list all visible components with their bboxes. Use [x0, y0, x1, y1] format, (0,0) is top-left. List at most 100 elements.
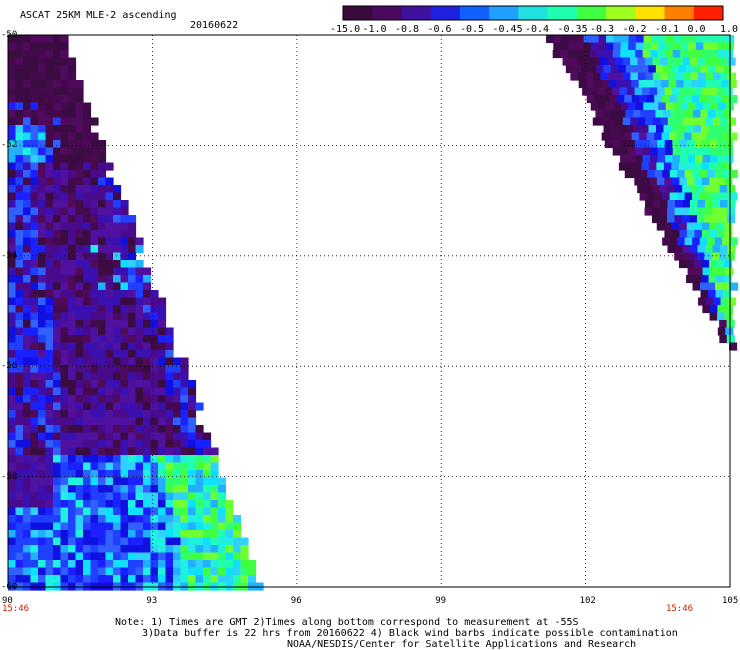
- swath-cell: [8, 365, 17, 374]
- swath-cell: [712, 207, 721, 216]
- swath-cell: [45, 215, 54, 224]
- swath-cell: [38, 140, 47, 149]
- swath-cell: [45, 125, 54, 134]
- swath-cell: [30, 507, 39, 516]
- swath-cell: [98, 425, 107, 434]
- swath-cell: [75, 162, 84, 171]
- swath-cell: [120, 297, 129, 306]
- swath-cell: [83, 155, 92, 164]
- swath-cell: [98, 267, 107, 276]
- swath-cell: [727, 245, 736, 254]
- swath-cell: [601, 95, 610, 104]
- swath-cell: [60, 140, 69, 149]
- swath-cell: [98, 245, 107, 254]
- swath-cell: [667, 200, 676, 209]
- swath-cell: [143, 387, 152, 396]
- swath-cell: [708, 125, 717, 134]
- swath-cell: [45, 342, 54, 351]
- swath-cell: [68, 207, 77, 216]
- swath-cell: [719, 200, 729, 209]
- swath-cell: [158, 492, 167, 501]
- swath-cell: [150, 575, 159, 584]
- swath-cell: [143, 440, 152, 449]
- swath-cell: [233, 552, 242, 561]
- swath-cell: [693, 65, 702, 74]
- swath-cell: [53, 170, 62, 179]
- swath-cell: [553, 35, 562, 44]
- swath-cell: [98, 380, 107, 389]
- swath-cell: [113, 522, 122, 531]
- swath-cell: [203, 552, 212, 561]
- swath-cell: [158, 410, 167, 419]
- swath-cell: [128, 260, 137, 269]
- swath-cell: [60, 432, 69, 441]
- swath-cell: [83, 545, 92, 554]
- swath-cell: [628, 35, 637, 44]
- swath-cell: [679, 177, 688, 186]
- swath-cell: [105, 387, 114, 396]
- swath-cell: [702, 267, 711, 276]
- swath-cell: [716, 222, 725, 231]
- swath-cell: [68, 432, 77, 441]
- swath-cell: [23, 297, 32, 306]
- swath-cell: [105, 477, 114, 486]
- swath-cell: [60, 537, 69, 546]
- swath-cell: [53, 537, 62, 546]
- swath-cell: [150, 522, 159, 531]
- swath-cell: [679, 87, 688, 96]
- swath-cell: [30, 492, 39, 501]
- swath-cell: [218, 552, 227, 561]
- swath-cell: [703, 42, 712, 51]
- swath-cell: [173, 492, 182, 501]
- swath-cell: [578, 80, 587, 89]
- swath-cell: [188, 530, 197, 539]
- swath-cell: [663, 65, 672, 74]
- swath-cell: [23, 410, 32, 419]
- swath-cell: [23, 125, 32, 134]
- swath-cell: [701, 275, 710, 284]
- swath-cell: [15, 365, 24, 374]
- swath-cell: [105, 260, 114, 269]
- swath-cell: [233, 530, 242, 539]
- swath-cell: [135, 402, 144, 411]
- swath-cell: [210, 447, 219, 456]
- swath-cell: [128, 252, 137, 261]
- swath-cell: [668, 80, 677, 89]
- swath-cell: [709, 230, 718, 239]
- swath-cell: [83, 372, 92, 381]
- swath-cell: [30, 117, 39, 126]
- swath-cell: [143, 327, 152, 336]
- swath-cell: [113, 575, 122, 584]
- swath-cell: [656, 177, 665, 186]
- swath-cell: [53, 87, 62, 96]
- swath-cell: [23, 425, 32, 434]
- swath-cell: [722, 110, 732, 119]
- swath-cell: [23, 515, 32, 524]
- swath-cell: [15, 80, 24, 89]
- swath-cell: [90, 245, 99, 254]
- swath-cell: [75, 575, 84, 584]
- swath-cell: [135, 507, 144, 516]
- swath-cell: [180, 552, 189, 561]
- swath-cell: [83, 387, 92, 396]
- swath-cell: [703, 35, 712, 44]
- swath-cell: [150, 387, 159, 396]
- swath-cell: [135, 372, 144, 381]
- swath-cell: [105, 470, 114, 479]
- swath-cell: [83, 185, 92, 194]
- swath-cell: [60, 155, 69, 164]
- swath-cell: [725, 267, 734, 276]
- swath-cell: [700, 110, 709, 119]
- swath-cell: [723, 275, 732, 284]
- swath-cell: [8, 275, 17, 284]
- swath-cell: [670, 110, 679, 119]
- swath-cell: [128, 245, 137, 254]
- swath-cell: [23, 177, 32, 186]
- swath-cell: [610, 110, 619, 119]
- swath-cell: [83, 477, 92, 486]
- swath-cell: [120, 350, 129, 359]
- swath-cell: [53, 192, 62, 201]
- swath-cell: [68, 477, 77, 486]
- swath-cell: [8, 335, 17, 344]
- swath-cell: [616, 95, 625, 104]
